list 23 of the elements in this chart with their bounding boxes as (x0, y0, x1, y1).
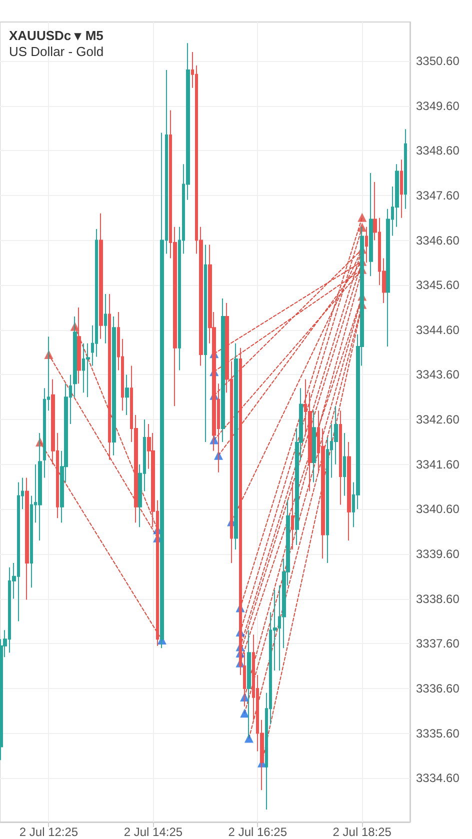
y-tick-label: 3339.60 (416, 546, 460, 561)
y-tick-label: 3335.60 (416, 726, 460, 740)
x-tick-label: 2 Jul 14:25 (124, 825, 183, 839)
y-tick-label: 3345.60 (416, 278, 460, 292)
y-tick-label: 3338.60 (416, 592, 460, 606)
y-tick-label: 3348.60 (416, 144, 460, 158)
y-tick-label: 3341.60 (416, 457, 460, 472)
text: XAUUSDc ▾ M5 (9, 28, 104, 43)
y-tick-label: 3340.60 (416, 502, 460, 516)
y-tick-label: 3349.60 (416, 98, 460, 113)
x-tick-label: 2 Jul 18:25 (332, 825, 392, 839)
y-tick-label: 3337.60 (416, 636, 460, 651)
x-tick-label: 2 Jul 12:25 (19, 825, 78, 839)
y-tick-label: 3347.60 (416, 188, 460, 202)
y-tick-label: 3344.60 (416, 322, 460, 337)
text: US Dollar - Gold (9, 44, 104, 59)
x-tick-label: 2 Jul 16:25 (228, 825, 288, 839)
y-tick-label: 3342.60 (416, 412, 460, 427)
y-tick-label: 3334.60 (416, 771, 460, 786)
y-tick-label: 3343.60 (416, 368, 460, 382)
y-tick-label: 3350.60 (416, 54, 460, 68)
y-tick-label: 3346.60 (416, 233, 460, 248)
y-tick-label: 3336.60 (416, 681, 460, 696)
